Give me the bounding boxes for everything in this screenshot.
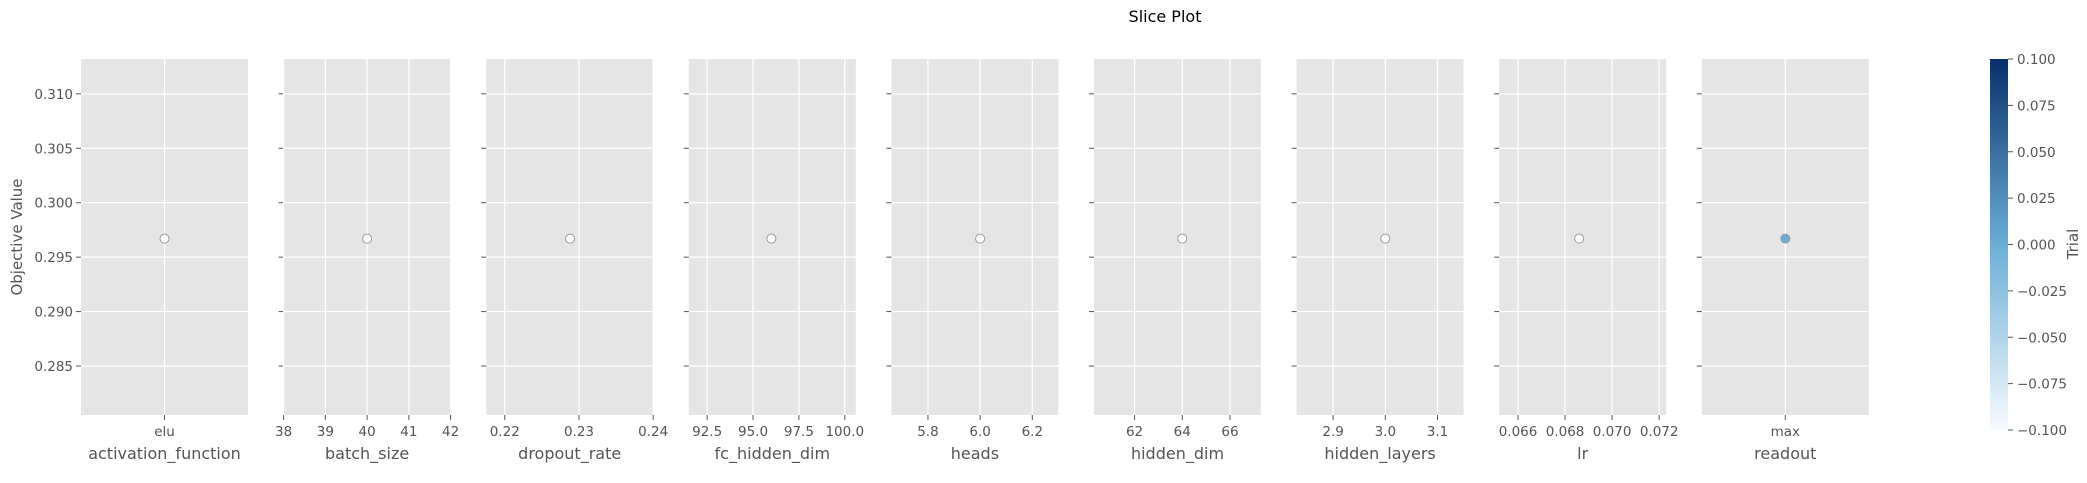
slice-panel-lr: 0.066 0.068 0.070 0.072 lr bbox=[1494, 59, 1678, 463]
colorbar-tick-label: −0.075 bbox=[2017, 377, 2067, 393]
chart-title: Slice Plot bbox=[1129, 7, 1202, 26]
data-point bbox=[1380, 233, 1391, 244]
slice-panel-heads: 5.8 6.0 6.2 heads bbox=[886, 59, 1059, 463]
x-tick-label: 38 bbox=[275, 424, 292, 440]
y-tick-label: 0.300 bbox=[34, 196, 73, 212]
slice-panel-batch_size: 38 39 40 41 42 batch_size bbox=[275, 59, 459, 464]
data-point bbox=[1574, 233, 1585, 244]
x-tick-label: 2.9 bbox=[1322, 424, 1343, 440]
x-tick-label: 0.24 bbox=[638, 424, 668, 440]
x-tick-label: 66 bbox=[1221, 424, 1238, 440]
slice-panels: Objective Value 0.285 0.290 0.295 0.300 0.305… bbox=[8, 59, 1869, 464]
x-tick-label: max bbox=[1771, 424, 1800, 440]
x-tick-label: 39 bbox=[317, 424, 334, 440]
colorbar: 0.100 0.075 0.050 0.025 0.000 −0.025 −0.050 −0.… bbox=[1990, 52, 2082, 439]
colorbar-tick-label: 0.000 bbox=[2017, 238, 2056, 254]
x-tick-label: 0.23 bbox=[564, 424, 594, 440]
data-point bbox=[1177, 233, 1188, 244]
x-axis-label: lr bbox=[1577, 444, 1588, 463]
data-point bbox=[766, 233, 777, 244]
x-tick-label: 41 bbox=[400, 424, 417, 440]
x-tick-label: 0.072 bbox=[1640, 424, 1679, 440]
x-axis-label: readout bbox=[1754, 444, 1816, 463]
slice-panel-fc_hidden_dim: 92.5 95.0 97.5 100.0 fc_hidden_dim bbox=[683, 59, 864, 464]
x-tick-label: elu bbox=[154, 424, 175, 440]
colorbar-tick-label: −0.100 bbox=[2017, 423, 2067, 439]
x-axis-label: heads bbox=[951, 444, 999, 463]
panel-background bbox=[1296, 59, 1464, 415]
slice-panel-hidden_dim: 62 64 66 hidden_dim bbox=[1089, 59, 1261, 464]
x-tick-label: 95.0 bbox=[738, 424, 768, 440]
x-tick-label: 3.1 bbox=[1427, 424, 1448, 440]
panel-background bbox=[891, 59, 1059, 415]
x-tick-label: 97.5 bbox=[784, 424, 814, 440]
x-axis-label: batch_size bbox=[325, 444, 409, 464]
colorbar-tick-label: −0.025 bbox=[2017, 284, 2067, 300]
x-tick-label: 40 bbox=[359, 424, 376, 440]
x-tick-label: 42 bbox=[442, 424, 459, 440]
colorbar-tick-label: 0.050 bbox=[2017, 145, 2056, 161]
slice-panel-readout: max readout bbox=[1696, 59, 1869, 463]
x-tick-label: 0.070 bbox=[1593, 424, 1632, 440]
x-tick-label: 6.0 bbox=[969, 424, 990, 440]
panel-background bbox=[1094, 59, 1261, 415]
x-axis-label: hidden_dim bbox=[1131, 444, 1224, 464]
x-tick-label: 6.2 bbox=[1022, 424, 1043, 440]
y-tick-label: 0.290 bbox=[34, 305, 73, 321]
y-tick-label: 0.310 bbox=[34, 87, 73, 103]
y-tick-label: 0.285 bbox=[34, 359, 73, 375]
x-axis-label: dropout_rate bbox=[518, 444, 621, 464]
y-tick-label: 0.305 bbox=[34, 141, 73, 157]
data-point bbox=[362, 233, 373, 244]
x-tick-label: 0.066 bbox=[1499, 424, 1538, 440]
colorbar-gradient bbox=[1990, 59, 2008, 430]
slice-panel-dropout_rate: 0.22 0.23 0.24 dropout_rate bbox=[481, 59, 668, 464]
y-axis-label: Objective Value bbox=[8, 178, 26, 295]
data-point bbox=[975, 233, 986, 244]
x-tick-label: 100.0 bbox=[825, 424, 864, 440]
x-tick-label: 3.0 bbox=[1375, 424, 1396, 440]
x-tick-label: 92.5 bbox=[692, 424, 722, 440]
colorbar-tick-label: 0.075 bbox=[2017, 98, 2056, 114]
x-axis-label: activation_function bbox=[88, 444, 241, 464]
data-point bbox=[565, 233, 576, 244]
colorbar-tick-label: 0.100 bbox=[2017, 52, 2056, 68]
x-tick-label: 5.8 bbox=[917, 424, 938, 440]
x-tick-label: 0.068 bbox=[1546, 424, 1585, 440]
data-point bbox=[1780, 233, 1791, 244]
colorbar-tick-label: 0.025 bbox=[2017, 191, 2056, 207]
slice-panel-activation_function: 0.285 0.290 0.295 0.300 0.305 0.310 elu activat… bbox=[34, 59, 248, 464]
y-tick-label: 0.295 bbox=[34, 250, 73, 266]
x-tick-label: 64 bbox=[1174, 424, 1191, 440]
slice-panel-hidden_layers: 2.9 3.0 3.1 hidden_layers bbox=[1291, 59, 1464, 464]
x-tick-label: 62 bbox=[1126, 424, 1143, 440]
x-axis-label: hidden_layers bbox=[1324, 444, 1435, 464]
colorbar-label: Trial bbox=[2064, 229, 2082, 261]
colorbar-tick-label: −0.050 bbox=[2017, 330, 2067, 346]
x-tick-label: 0.22 bbox=[490, 424, 520, 440]
data-point bbox=[159, 233, 170, 244]
x-axis-label: fc_hidden_dim bbox=[715, 444, 831, 464]
